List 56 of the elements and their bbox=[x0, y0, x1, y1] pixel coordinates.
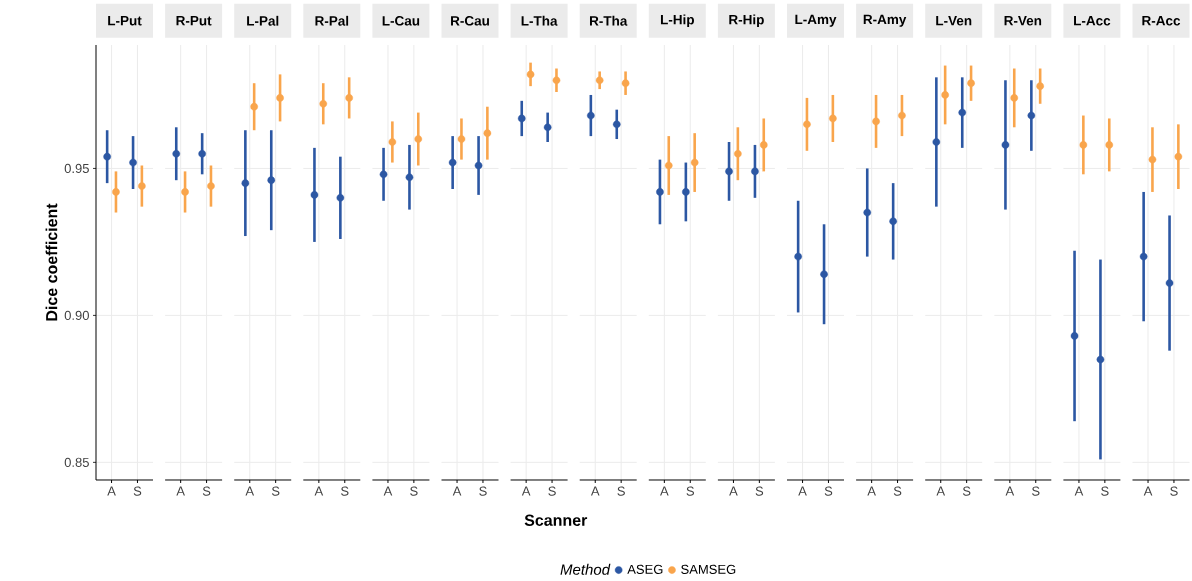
chart-title: L-Put bbox=[108, 16, 142, 26]
x-tick-label: S bbox=[824, 486, 833, 496]
x-tick-label: S bbox=[271, 486, 280, 496]
x-tick-label: S bbox=[893, 486, 902, 496]
x-tick-label: A bbox=[314, 486, 324, 496]
x-tick-label: A bbox=[729, 486, 738, 496]
x-tick-label: S bbox=[617, 486, 625, 496]
x-tick-label: A bbox=[383, 486, 393, 496]
x-tick-label: A bbox=[521, 486, 531, 496]
x-tick-label: A bbox=[936, 486, 946, 496]
x-tick-label: S bbox=[1101, 486, 1109, 496]
chart-title: R-Pal bbox=[315, 15, 349, 26]
x-tick-label: S bbox=[479, 486, 487, 496]
chart-title: R-Hip bbox=[729, 14, 764, 28]
chart-title: L-Amy bbox=[795, 14, 837, 27]
y-tick-label: 0.85 bbox=[64, 457, 89, 467]
chart-title: R-Cau bbox=[451, 16, 489, 26]
chart-title: L-Pal bbox=[247, 15, 279, 26]
y-axis-title: Dice coefficient bbox=[45, 203, 58, 321]
x-tick-label: S bbox=[548, 486, 556, 496]
chart-title: R-Amy bbox=[863, 14, 907, 27]
x-axis-title: Scanner bbox=[524, 514, 588, 526]
x-tick-label: S bbox=[202, 486, 211, 496]
legend-title: Method bbox=[560, 563, 611, 575]
legend-label: ASEG bbox=[627, 564, 663, 574]
x-tick-label: S bbox=[1032, 486, 1040, 496]
chart-title: R-Acc bbox=[1142, 16, 1181, 26]
chart-title: L-Ven bbox=[936, 16, 972, 26]
x-tick-label: A bbox=[867, 486, 876, 496]
chart-title: L-Acc bbox=[1074, 16, 1111, 26]
x-tick-label: A bbox=[245, 486, 255, 496]
x-tick-label: S bbox=[1170, 486, 1178, 496]
legend-label: SAMSEG bbox=[681, 564, 736, 574]
x-tick-label: A bbox=[107, 486, 116, 496]
x-tick-label: A bbox=[660, 486, 669, 496]
x-tick-label: S bbox=[755, 486, 764, 496]
chart-title: L-Cau bbox=[382, 16, 420, 26]
y-tick-label: 0.90 bbox=[64, 310, 89, 320]
x-tick-label: A bbox=[1005, 486, 1015, 496]
x-tick-label: S bbox=[341, 486, 349, 496]
chart-title: R-Put bbox=[176, 16, 212, 26]
chart-title: L-Tha bbox=[521, 15, 558, 26]
x-tick-label: S bbox=[133, 486, 142, 496]
x-tick-label: A bbox=[1074, 486, 1084, 496]
chart-title: L-Hip bbox=[660, 14, 694, 28]
x-tick-label: A bbox=[176, 486, 185, 496]
x-tick-label: A bbox=[452, 486, 462, 496]
x-tick-label: S bbox=[410, 486, 418, 496]
x-tick-label: A bbox=[590, 486, 600, 496]
chart-title: R-Ven bbox=[1004, 16, 1042, 26]
x-tick-label: S bbox=[962, 486, 971, 496]
chart-title: R-Tha bbox=[589, 15, 628, 26]
x-tick-label: S bbox=[686, 486, 694, 496]
x-tick-label: A bbox=[798, 486, 807, 496]
x-tick-label: A bbox=[1143, 486, 1153, 496]
y-tick-label: 0.95 bbox=[64, 163, 89, 174]
